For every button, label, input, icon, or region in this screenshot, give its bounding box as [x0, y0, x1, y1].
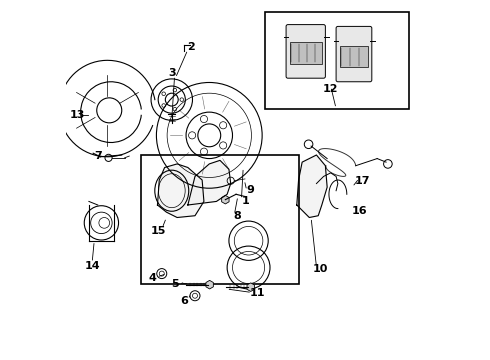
Text: 8: 8 [233, 211, 241, 221]
Text: 16: 16 [351, 206, 367, 216]
Text: 7: 7 [94, 151, 102, 161]
Text: 9: 9 [246, 185, 254, 195]
Text: 5: 5 [171, 279, 178, 289]
FancyBboxPatch shape [336, 26, 372, 82]
Polygon shape [297, 155, 327, 217]
Bar [290, 42, 322, 64]
Text: 13: 13 [70, 110, 86, 120]
Text: 2: 2 [188, 42, 196, 52]
Bar [340, 46, 368, 67]
Text: 4: 4 [149, 273, 157, 283]
Text: 17: 17 [354, 176, 370, 186]
Text: 1: 1 [242, 197, 249, 206]
Polygon shape [157, 164, 204, 217]
Text: 10: 10 [313, 264, 328, 274]
Polygon shape [188, 160, 231, 205]
Text: 6: 6 [180, 296, 188, 306]
Text: 11: 11 [250, 288, 265, 298]
Bar [142, 155, 298, 284]
Text: 12: 12 [323, 84, 339, 94]
Text: 15: 15 [151, 226, 166, 236]
Bar [265, 12, 409, 109]
FancyBboxPatch shape [286, 24, 325, 78]
Text: 14: 14 [84, 261, 100, 271]
Text: 3: 3 [168, 68, 175, 78]
